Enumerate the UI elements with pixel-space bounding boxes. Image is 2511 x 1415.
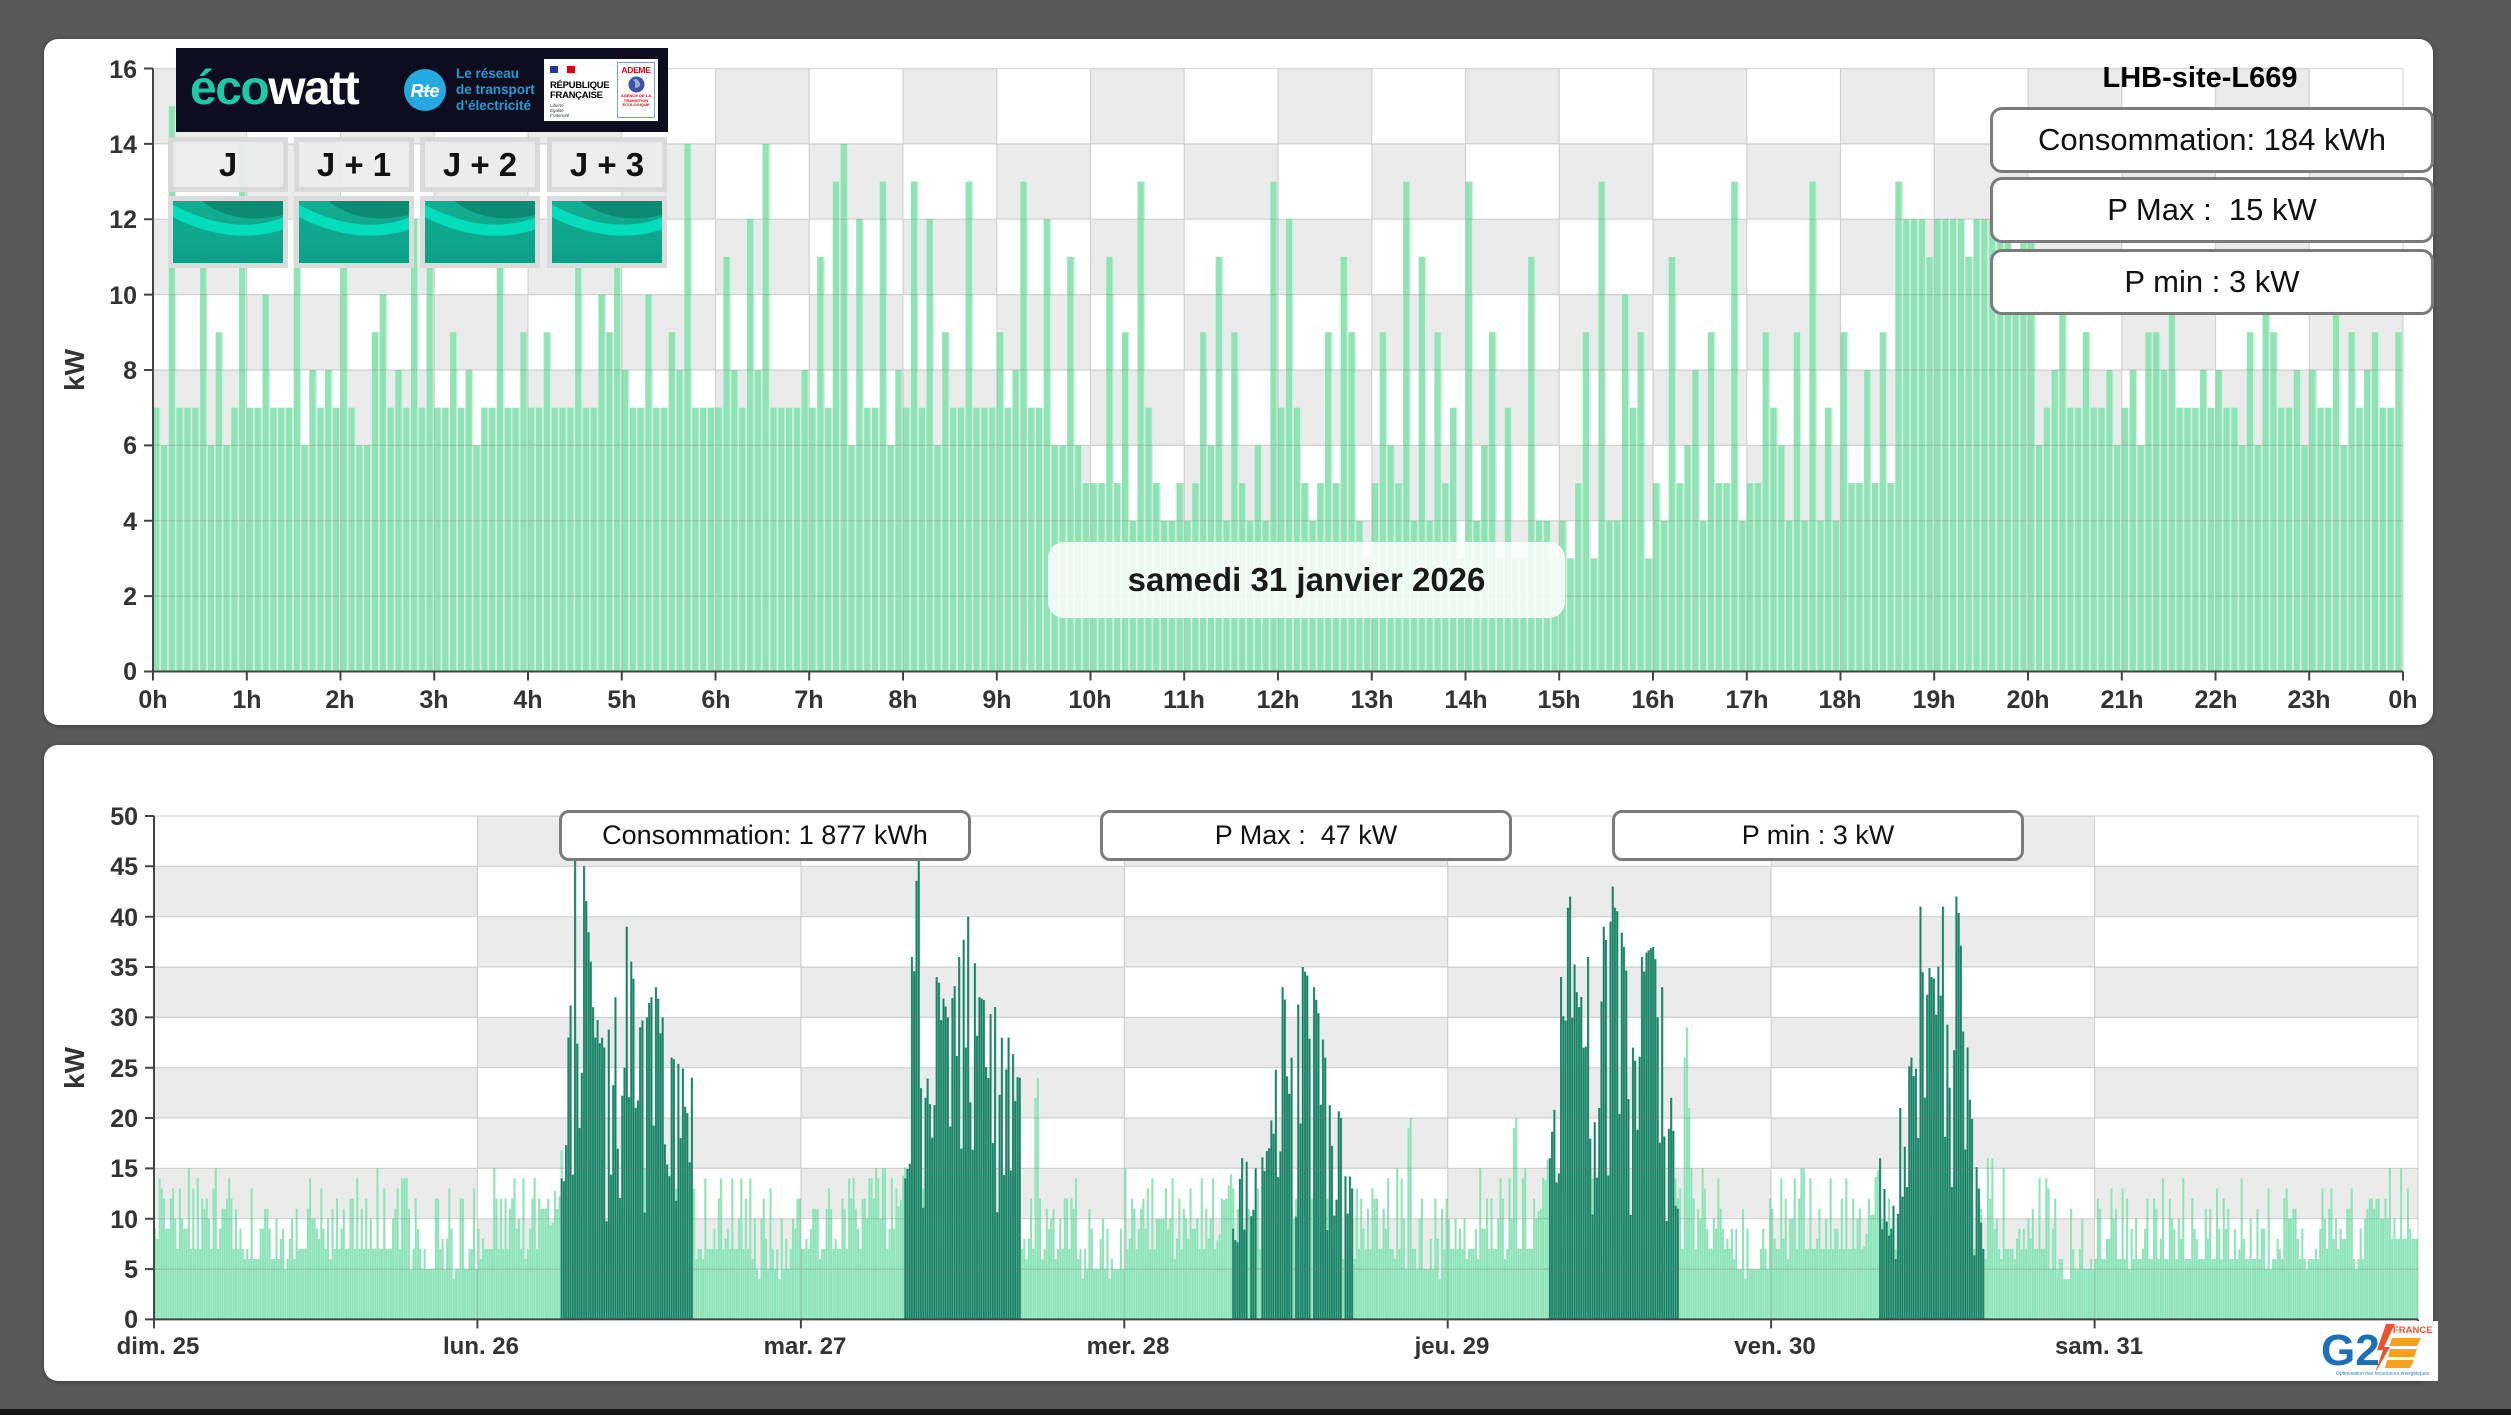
- svg-text:kW: kW: [59, 1046, 90, 1089]
- svg-text:16: 16: [109, 56, 137, 84]
- svg-text:2h: 2h: [325, 686, 354, 714]
- svg-text:17h: 17h: [1725, 686, 1768, 714]
- svg-text:14: 14: [109, 131, 137, 159]
- svg-text:kW: kW: [59, 348, 90, 391]
- svg-text:0h: 0h: [2388, 686, 2417, 714]
- svg-text:22h: 22h: [2194, 686, 2237, 714]
- svg-text:2: 2: [123, 583, 137, 611]
- svg-text:3h: 3h: [419, 686, 448, 714]
- svg-text:4: 4: [123, 508, 137, 536]
- svg-text:20: 20: [110, 1105, 138, 1133]
- svg-text:FRANCE: FRANCE: [2393, 1325, 2433, 1336]
- svg-text:dim. 25: dim. 25: [117, 1333, 200, 1360]
- svg-text:50: 50: [110, 803, 138, 831]
- svg-text:jeu. 29: jeu. 29: [1414, 1333, 1490, 1360]
- svg-text:mar. 27: mar. 27: [764, 1333, 847, 1360]
- svg-text:0h: 0h: [138, 686, 167, 714]
- svg-text:0: 0: [124, 1306, 138, 1334]
- svg-text:20h: 20h: [2006, 686, 2049, 714]
- svg-text:7h: 7h: [794, 686, 823, 714]
- svg-text:30: 30: [110, 1004, 138, 1032]
- svg-text:ven. 30: ven. 30: [1734, 1333, 1815, 1360]
- svg-text:mer. 28: mer. 28: [1087, 1333, 1170, 1360]
- svg-text:9h: 9h: [982, 686, 1011, 714]
- svg-text:35: 35: [110, 954, 138, 982]
- svg-text:sam. 31: sam. 31: [2055, 1333, 2143, 1360]
- svg-text:8h: 8h: [888, 686, 917, 714]
- svg-text:15: 15: [110, 1155, 138, 1183]
- svg-text:13h: 13h: [1350, 686, 1393, 714]
- svg-text:45: 45: [110, 853, 138, 881]
- svg-text:Optimisation des ressources én: Optimisation des ressources énergétiques: [2336, 1371, 2430, 1377]
- svg-text:0: 0: [123, 658, 137, 686]
- svg-text:23h: 23h: [2287, 686, 2330, 714]
- svg-text:15h: 15h: [1537, 686, 1580, 714]
- svg-text:25: 25: [110, 1055, 138, 1083]
- svg-text:8: 8: [123, 357, 137, 385]
- svg-text:lun. 26: lun. 26: [443, 1333, 519, 1360]
- svg-text:5h: 5h: [607, 686, 636, 714]
- svg-text:19h: 19h: [1912, 686, 1955, 714]
- svg-text:5: 5: [124, 1256, 138, 1284]
- svg-text:10: 10: [110, 1206, 138, 1234]
- svg-text:6h: 6h: [701, 686, 730, 714]
- svg-text:21h: 21h: [2100, 686, 2143, 714]
- svg-text:12: 12: [109, 206, 137, 234]
- svg-text:40: 40: [110, 904, 138, 932]
- svg-text:18h: 18h: [1818, 686, 1861, 714]
- svg-text:10h: 10h: [1068, 686, 1111, 714]
- svg-text:10: 10: [109, 282, 137, 310]
- svg-text:14h: 14h: [1444, 686, 1487, 714]
- svg-text:12h: 12h: [1256, 686, 1299, 714]
- svg-text:4h: 4h: [513, 686, 542, 714]
- svg-text:6: 6: [123, 432, 137, 460]
- svg-text:11h: 11h: [1163, 686, 1205, 714]
- svg-text:16h: 16h: [1631, 686, 1674, 714]
- svg-text:G2: G2: [2321, 1326, 2380, 1375]
- svg-text:1h: 1h: [232, 686, 261, 714]
